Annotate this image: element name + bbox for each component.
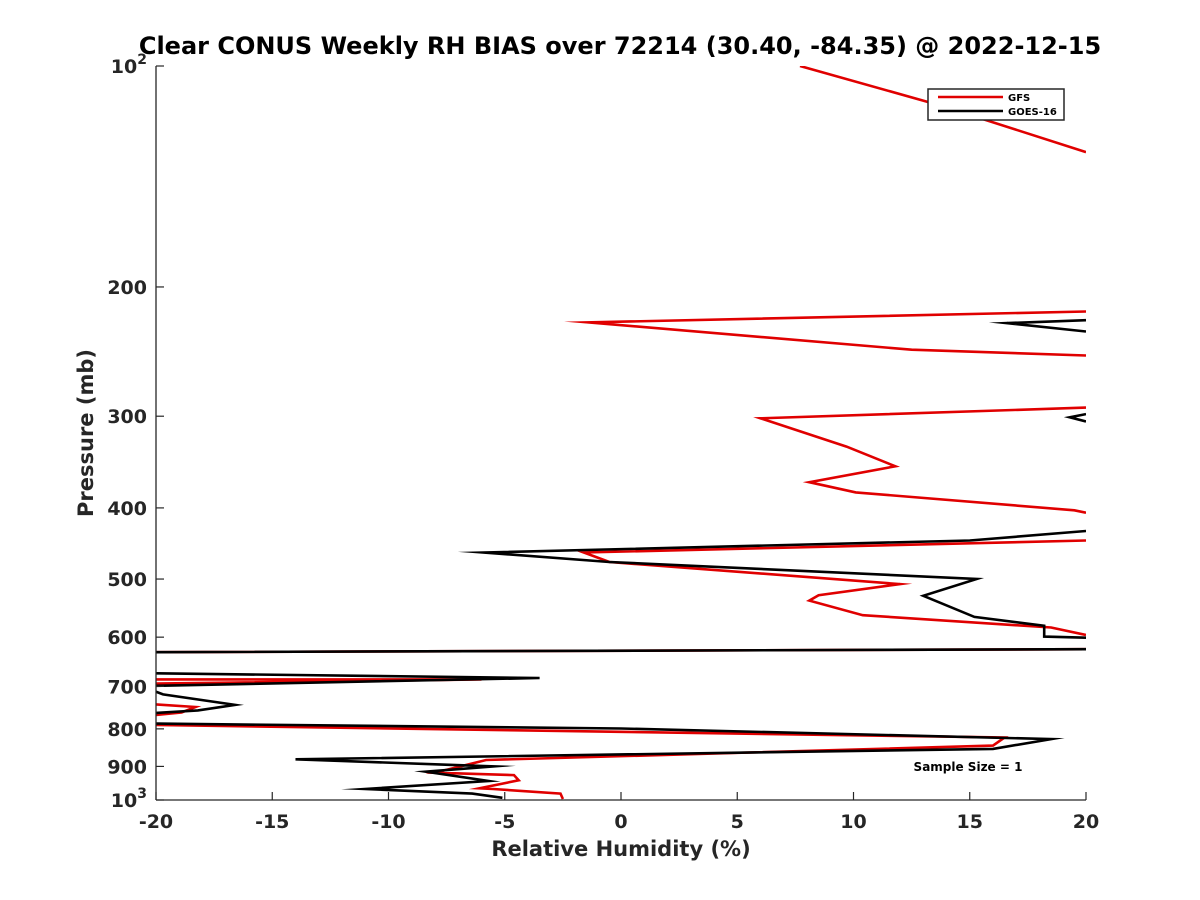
plot-background — [156, 66, 1086, 800]
y-axis-ticks: 102 200 300 400 500 600 700 800 900 103 — [107, 52, 164, 812]
y-tick-label: 103 — [111, 786, 147, 812]
x-tick-label: -20 — [139, 811, 173, 833]
x-tick-label: -5 — [494, 811, 515, 833]
y-tick-label: 600 — [107, 627, 147, 649]
y-tick-label: 700 — [107, 676, 147, 698]
y-tick-label: 900 — [107, 756, 147, 778]
x-tick-label: 20 — [1073, 811, 1099, 833]
legend-label-goes16: GOES-16 — [1008, 107, 1057, 118]
x-tick-label: 5 — [731, 811, 744, 833]
legend-box — [927, 88, 1065, 121]
chart-title: Clear CONUS Weekly RH BIAS over 72214 (3… — [139, 32, 1101, 60]
y-tick-label: 800 — [107, 719, 147, 741]
sample-size-annotation: Sample Size = 1 — [914, 760, 1023, 774]
plot-area — [156, 66, 1086, 800]
x-tick-label: 0 — [614, 811, 627, 833]
x-axis-ticks: -20 -15 -10 -5 0 5 10 15 20 — [139, 792, 1099, 833]
y-tick-label: 200 — [107, 277, 147, 299]
legend: GFS GOES-16 — [927, 88, 1065, 121]
x-tick-label: 15 — [957, 811, 983, 833]
x-axis-label: Relative Humidity (%) — [491, 837, 750, 861]
series-line-goes16 — [156, 318, 1086, 800]
legend-label-gfs: GFS — [1008, 93, 1030, 104]
y-tick-label: 102 — [111, 52, 147, 78]
x-tick-label: -10 — [371, 811, 405, 833]
y-tick-label: 400 — [107, 498, 147, 520]
y-tick-label: 300 — [107, 406, 147, 428]
x-tick-label: -15 — [255, 811, 289, 833]
x-tick-label: 10 — [840, 811, 866, 833]
y-tick-label: 500 — [107, 569, 147, 591]
y-axis-label: Pressure (mb) — [74, 349, 98, 517]
series-layer — [156, 66, 1086, 800]
